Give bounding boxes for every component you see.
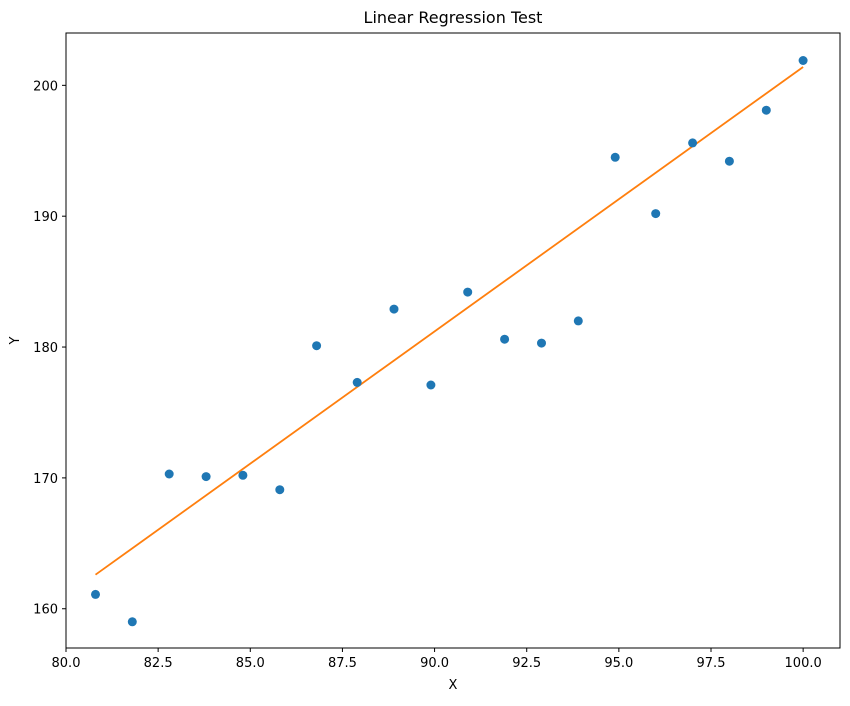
scatter-point bbox=[426, 380, 436, 390]
x-tick-label: 95.0 bbox=[604, 656, 633, 671]
x-tick-label: 87.5 bbox=[328, 656, 357, 671]
scatter-point bbox=[463, 287, 473, 297]
x-tick-label: 92.5 bbox=[512, 656, 541, 671]
scatter-point bbox=[312, 341, 322, 351]
scatter-point bbox=[275, 485, 285, 495]
scatter-point bbox=[724, 156, 734, 166]
y-tick-label: 200 bbox=[33, 79, 58, 94]
series-layer bbox=[91, 56, 808, 627]
scatter-point bbox=[238, 470, 248, 480]
scatter-point bbox=[688, 138, 698, 148]
y-tick-label: 160 bbox=[33, 603, 58, 618]
x-axis-label: X bbox=[449, 678, 458, 693]
x-tick-label: 100.0 bbox=[785, 656, 822, 671]
plot-area-frame bbox=[65, 32, 841, 649]
scatter-point bbox=[201, 472, 211, 482]
y-tick-label: 180 bbox=[33, 341, 58, 356]
regression-line bbox=[94, 66, 804, 576]
scatter-point bbox=[127, 617, 137, 627]
scatter-point bbox=[798, 56, 808, 65]
x-tick-label: 82.5 bbox=[144, 656, 173, 671]
scatter-point bbox=[573, 316, 583, 326]
scatter-point bbox=[500, 334, 510, 344]
chart-title: Linear Regression Test bbox=[364, 8, 543, 27]
scatter-point bbox=[352, 377, 362, 387]
y-axis-label: Y bbox=[8, 336, 23, 345]
scatter-point bbox=[610, 152, 620, 162]
y-tick-label: 170 bbox=[33, 472, 58, 487]
x-tick-label: 90.0 bbox=[420, 656, 449, 671]
scatter-point bbox=[537, 338, 546, 348]
x-tick-label: 80.0 bbox=[52, 656, 81, 671]
scatter-point bbox=[761, 105, 771, 115]
scatter-point bbox=[651, 209, 661, 219]
y-tick-label: 190 bbox=[33, 210, 58, 225]
x-tick-label: 97.5 bbox=[697, 656, 726, 671]
scatter-point bbox=[389, 304, 399, 314]
x-tick-label: 85.0 bbox=[236, 656, 265, 671]
y-axis-ticks: 160 170 180 190 200 bbox=[33, 79, 66, 618]
scatter-point bbox=[164, 469, 174, 479]
scatter-point bbox=[91, 589, 100, 599]
x-axis-ticks: 80.0 82.5 85.0 87.5 90.0 92.5 95.0 97.5 100.0 bbox=[52, 648, 822, 671]
